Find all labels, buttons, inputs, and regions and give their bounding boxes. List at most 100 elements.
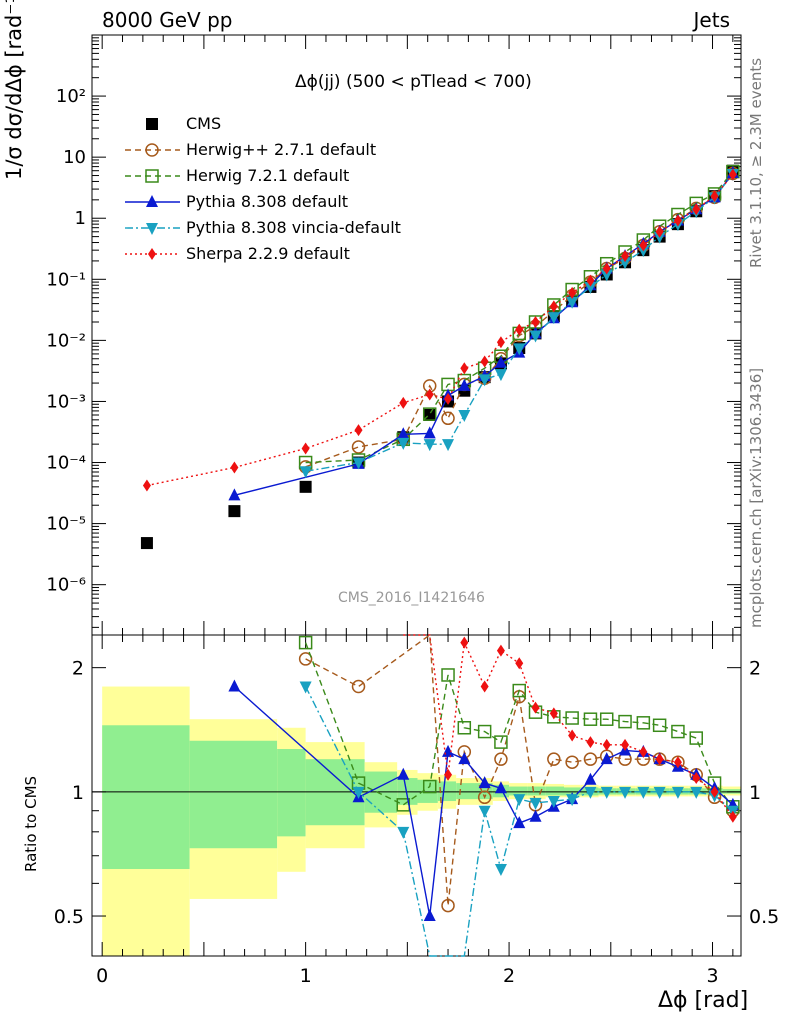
- ratio-data-point: [351, 679, 366, 694]
- main-data-point: [480, 355, 489, 368]
- ratio-data-point: [494, 864, 507, 877]
- y-tick-label: 10⁻⁴: [46, 453, 86, 474]
- ratio-tick-label-right: 2: [749, 658, 761, 680]
- ratio-data-point: [531, 701, 540, 714]
- main-data-point: [399, 396, 408, 409]
- ratio-data-point: [584, 772, 597, 785]
- main-data-point: [655, 225, 664, 238]
- ratio-data-point: [457, 721, 472, 735]
- ratio-tick-label-right: 1: [749, 782, 761, 804]
- stat-uncertainty-band: [527, 786, 546, 796]
- ratio-data-point: [621, 738, 630, 751]
- main-series-line: [305, 173, 734, 472]
- ratio-series-line: [304, 686, 734, 957]
- main-data-point: [568, 286, 577, 299]
- ratio-data-point: [652, 718, 667, 733]
- header-right: Jets: [693, 8, 730, 32]
- ratio-data-point: [298, 635, 313, 650]
- main-data-point: [230, 461, 239, 474]
- ratio-series-4: [403, 634, 737, 823]
- main-series-5: [142, 168, 737, 492]
- main-series-0: [140, 164, 739, 550]
- main-data-point: [422, 407, 437, 421]
- ratio-data-point: [637, 786, 650, 799]
- main-data-point: [351, 440, 366, 454]
- ratio-data-point: [547, 796, 560, 809]
- ratio-data-point: [583, 752, 598, 766]
- legend-symbol-5: [125, 248, 180, 260]
- legend-entry-sherpa: Sherpa 2.2.9 default: [186, 244, 350, 263]
- main-data-point: [602, 262, 611, 275]
- main-data-point: [584, 281, 597, 294]
- ratio-data-point: [600, 752, 613, 765]
- main-data-point: [397, 437, 410, 450]
- x-tick-label: 1: [300, 965, 312, 987]
- main-panel-frame: [91, 34, 742, 636]
- ratio-data-point: [298, 652, 313, 666]
- main-data-point: [673, 214, 682, 227]
- main-series-2: [298, 164, 740, 470]
- ratio-data-point: [299, 681, 312, 694]
- y-tick-label: 10: [63, 147, 86, 168]
- ratio-data-point: [422, 779, 437, 794]
- legend-symbol-1: [125, 143, 180, 157]
- ratio-data-point: [228, 679, 241, 692]
- main-data-point: [586, 274, 595, 287]
- ratio-data-point: [478, 776, 491, 789]
- ratio-data-point: [566, 794, 579, 807]
- legend-entry-cms: CMS: [186, 114, 222, 133]
- main-data-point: [515, 323, 524, 336]
- ratio-data-point: [442, 744, 455, 757]
- ratio-tick-label-left: 1: [72, 782, 84, 804]
- ratio-data-point: [478, 805, 491, 818]
- ratio-data-point: [529, 797, 542, 810]
- legend-symbol-4: [125, 223, 180, 235]
- main-data-point: [299, 466, 312, 479]
- ratio-data-point: [655, 753, 664, 766]
- main-data-point: [494, 355, 507, 368]
- ratio-data-point: [728, 810, 737, 823]
- legend-entry-herwigpp: Herwig++ 2.7.1 default: [186, 140, 377, 159]
- stat-uncertainty-band: [545, 786, 564, 796]
- ratio-data-point: [568, 729, 577, 742]
- main-data-point: [547, 312, 560, 325]
- ratio-panel-frame: [91, 634, 742, 957]
- legend-marker: [146, 223, 158, 235]
- ratio-data-point: [565, 711, 579, 725]
- main-data-point: [619, 257, 632, 270]
- stat-uncertainty-band: [456, 783, 475, 800]
- main-data-point: [478, 374, 491, 387]
- main-data-point: [529, 330, 542, 343]
- ratio-data-point: [549, 707, 558, 720]
- main-data-point: [142, 479, 151, 492]
- main-series-1: [298, 166, 740, 474]
- ratio-data-point: [671, 724, 685, 739]
- ratio-data-point: [494, 735, 508, 749]
- x-axis-label: Δϕ [rad]: [658, 988, 749, 1013]
- x-tick-label: 0: [96, 965, 108, 987]
- legend-symbol-3: [125, 195, 180, 207]
- main-data-point: [494, 369, 507, 382]
- main-data-point: [442, 439, 455, 452]
- main-data-point: [301, 442, 310, 455]
- legend-symbol-0: [146, 118, 158, 130]
- stat-uncertainty-band: [189, 740, 278, 849]
- ratio-data-point: [547, 752, 561, 766]
- main-data-point: [458, 378, 471, 391]
- main-data-point: [423, 409, 436, 422]
- x-tick-label: 2: [503, 965, 515, 987]
- main-data-point: [228, 488, 241, 501]
- legend-entry-pythia: Pythia 8.308 default: [186, 192, 349, 211]
- y-tick-label: 10⁻⁶: [46, 575, 86, 596]
- ratio-data-point: [480, 680, 489, 693]
- ratio-data-point: [477, 790, 492, 805]
- main-data-point: [621, 250, 630, 263]
- ratio-data-point: [477, 724, 492, 739]
- ratio-data-point: [513, 794, 526, 807]
- y-tick-label: 10⁻⁵: [46, 514, 86, 535]
- legend-symbol-2: [125, 169, 180, 183]
- ratio-data-point: [458, 752, 471, 765]
- ratio-data-point: [460, 636, 469, 649]
- ratio-data-point: [494, 752, 508, 766]
- legend-marker: [146, 118, 158, 130]
